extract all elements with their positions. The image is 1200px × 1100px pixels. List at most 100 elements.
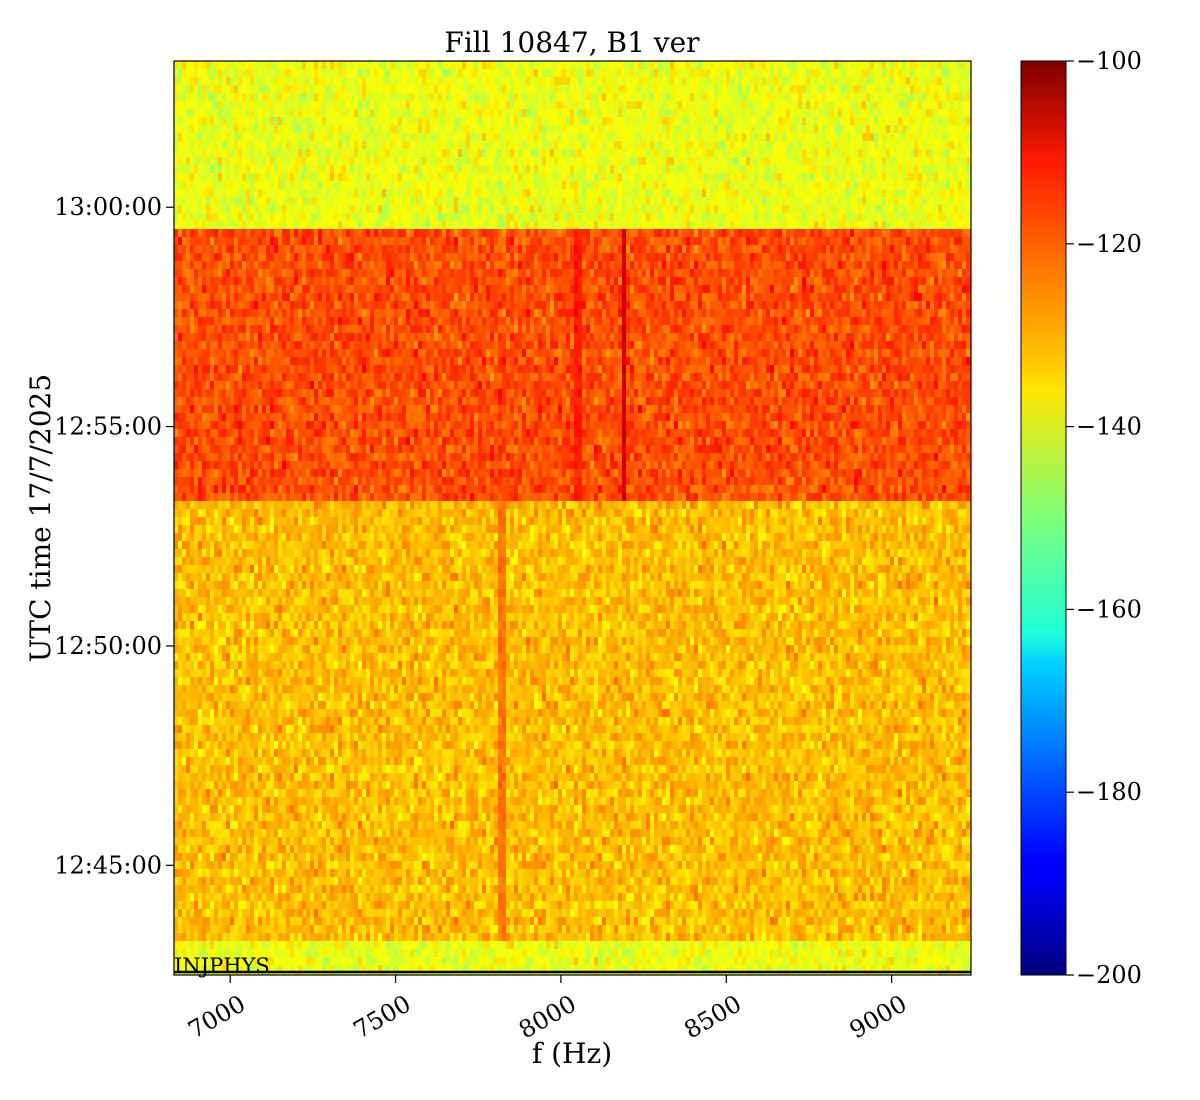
heatmap-cell (314, 117, 319, 126)
heatmap-cell (322, 181, 327, 190)
heatmap-cell (746, 69, 751, 78)
heatmap-cell (810, 149, 815, 158)
heatmap-cell (250, 165, 255, 174)
heatmap-cell (554, 189, 559, 198)
heatmap-cell (782, 189, 787, 198)
heatmap-cell (574, 93, 579, 102)
heatmap-cell (274, 245, 279, 254)
heatmap-cell (758, 181, 763, 190)
heatmap-cell (882, 221, 887, 230)
heatmap-cell (390, 117, 395, 126)
heatmap-cell (194, 157, 199, 166)
heatmap-cell (258, 229, 263, 238)
heatmap-cell (762, 197, 767, 206)
heatmap-cell (298, 141, 303, 150)
heatmap-cell (274, 253, 279, 262)
heatmap-cell (322, 141, 327, 150)
heatmap-cell (918, 181, 923, 190)
heatmap-cell (582, 157, 587, 166)
heatmap-cell (666, 85, 671, 94)
heatmap-cell (362, 117, 367, 126)
heatmap-cell (414, 245, 419, 254)
heatmap-cell (570, 117, 575, 126)
heatmap-cell (458, 61, 463, 70)
heatmap-cell (690, 245, 695, 254)
heatmap-cell (246, 213, 251, 222)
heatmap-cell (810, 181, 815, 190)
heatmap-cell (606, 85, 611, 94)
heatmap-cell (946, 245, 951, 254)
heatmap-cell (914, 197, 919, 206)
heatmap-cell (438, 93, 443, 102)
heatmap-cell (262, 133, 267, 142)
heatmap-cell (762, 85, 767, 94)
heatmap-cell (710, 117, 715, 126)
heatmap-cell (942, 93, 947, 102)
heatmap-cell (338, 117, 343, 126)
heatmap-cell (526, 85, 531, 94)
heatmap-cell (862, 181, 867, 190)
heatmap-cell (766, 109, 771, 118)
heatmap-cell (378, 245, 383, 254)
heatmap-cell (590, 237, 595, 246)
heatmap-cell (450, 101, 455, 110)
heatmap-cell (790, 221, 795, 230)
heatmap-cell (450, 77, 455, 86)
heatmap-cell (178, 101, 183, 110)
heatmap-cell (906, 237, 911, 246)
heatmap-cell (486, 141, 491, 150)
heatmap-cell (678, 125, 683, 134)
heatmap-cell (390, 165, 395, 174)
heatmap-cell (510, 205, 515, 214)
heatmap-cell (358, 229, 363, 238)
heatmap-cell (922, 157, 927, 166)
heatmap-cell (878, 149, 883, 158)
heatmap-cell (342, 173, 347, 182)
heatmap-cell (818, 69, 823, 78)
heatmap-cell (570, 181, 575, 190)
heatmap-cell (598, 197, 603, 206)
heatmap-cell (898, 133, 903, 142)
heatmap-cell (566, 229, 571, 238)
heatmap-cell (494, 181, 499, 190)
heatmap-cell (442, 197, 447, 206)
heatmap-cell (262, 245, 267, 254)
heatmap-cell (826, 189, 831, 198)
heatmap-cell (430, 237, 435, 246)
heatmap-cell (574, 149, 579, 158)
heatmap-cell (566, 173, 571, 182)
heatmap-cell (626, 61, 631, 70)
heatmap-cell (626, 157, 631, 166)
heatmap-cell (410, 237, 415, 246)
heatmap-cell (206, 229, 211, 238)
heatmap-cell (454, 77, 459, 86)
heatmap-cell (630, 189, 635, 198)
heatmap-cell (790, 61, 795, 70)
heatmap-cell (902, 189, 907, 198)
heatmap-cell (846, 253, 851, 262)
heatmap-cell (254, 93, 259, 102)
heatmap-cell (222, 125, 227, 134)
heatmap-cell (470, 173, 475, 182)
heatmap-cell (778, 229, 783, 238)
heatmap-cell (346, 165, 351, 174)
heatmap-cell (842, 157, 847, 166)
heatmap-cell (402, 157, 407, 166)
heatmap-cell (342, 205, 347, 214)
heatmap-cell (278, 205, 283, 214)
heatmap-cell (706, 133, 711, 142)
heatmap-cell (782, 149, 787, 158)
heatmap-cell (902, 213, 907, 222)
heatmap-cell (182, 69, 187, 78)
heatmap-cell (274, 197, 279, 206)
heatmap-cell (750, 181, 755, 190)
heatmap-cell (750, 93, 755, 102)
heatmap-cell (674, 61, 679, 70)
heatmap-cell (798, 133, 803, 142)
heatmap-cell (934, 213, 939, 222)
heatmap-cell (194, 245, 199, 254)
heatmap-cell (302, 109, 307, 118)
heatmap-cell (490, 157, 495, 166)
heatmap-cell (610, 245, 615, 254)
heatmap-cell (566, 125, 571, 134)
